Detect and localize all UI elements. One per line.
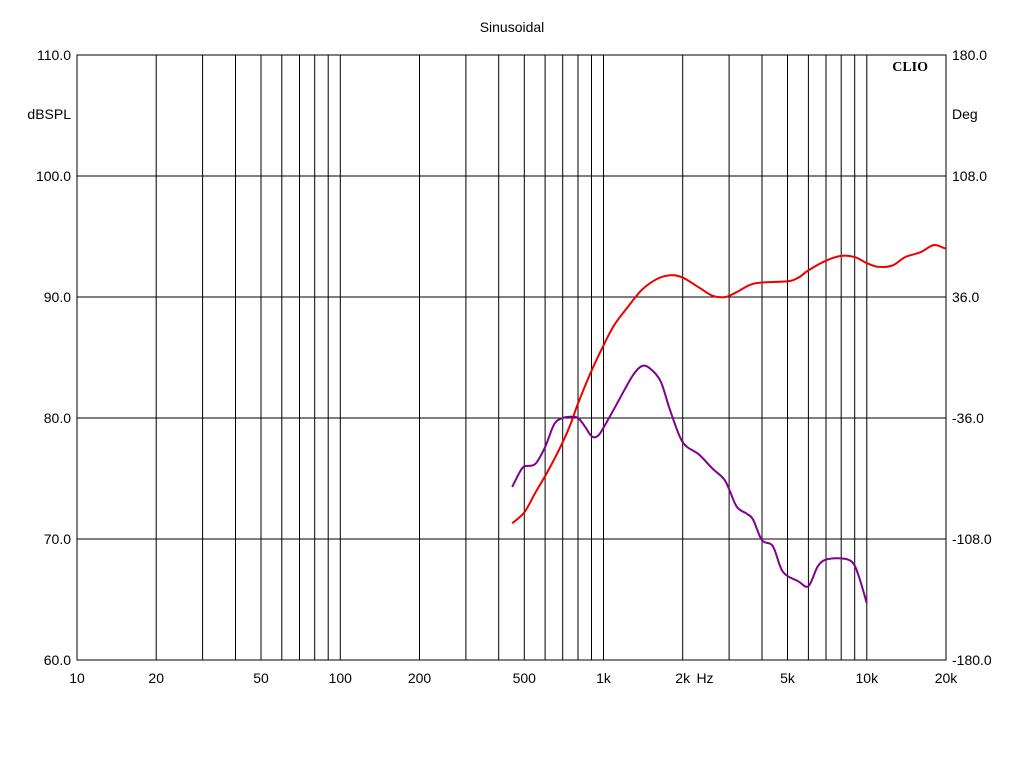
x-tick-label: 10	[69, 670, 85, 686]
x-tick-label: 5k	[780, 670, 796, 686]
x-axis-unit-label: Hz	[696, 670, 713, 686]
y-tick-label-right: 108.0	[952, 168, 987, 184]
y-axis-label-left: dBSPL	[27, 106, 71, 122]
plot-background	[77, 55, 946, 660]
chart-title: Sinusoidal	[480, 19, 545, 35]
y-tick-label-left: 80.0	[44, 410, 71, 426]
x-tick-label: 200	[408, 670, 432, 686]
series-layer	[511, 243, 946, 604]
series-line-1	[511, 243, 946, 525]
y-axis-label-right: Deg	[952, 106, 978, 122]
y-tick-label-left: 100.0	[36, 168, 71, 184]
axis-tick-labels: 10 20 50 100 200 500 1k 2k 5k 10k 20k 110.0 100.0 90.…	[36, 47, 992, 686]
x-tick-label: 20	[148, 670, 164, 686]
y-tick-label-left: 110.0	[37, 47, 71, 63]
y-tick-label-right: -36.0	[952, 410, 984, 426]
x-tick-label: 2k	[675, 670, 691, 686]
x-tick-label: 50	[253, 670, 269, 686]
x-tick-label: 100	[329, 670, 353, 686]
y-tick-label-left: 90.0	[44, 289, 71, 305]
y-tick-label-right: 36.0	[952, 289, 979, 305]
x-tick-label: 10k	[856, 670, 880, 686]
y-tick-label-right: -108.0	[952, 531, 992, 547]
grid-lines	[77, 55, 946, 660]
x-tick-label: 500	[513, 670, 537, 686]
x-tick-label: 20k	[935, 670, 959, 686]
x-tick-label: 1k	[596, 670, 612, 686]
y-tick-label-left: 60.0	[44, 652, 71, 668]
plot-frame	[76, 54, 947, 661]
y-tick-label-left: 70.0	[44, 531, 71, 547]
y-tick-label-right: -180.0	[952, 652, 992, 668]
series-line-2	[511, 364, 868, 604]
y-tick-label-right: 180.0	[952, 47, 987, 63]
clio-logo: CLIO	[892, 60, 928, 75]
